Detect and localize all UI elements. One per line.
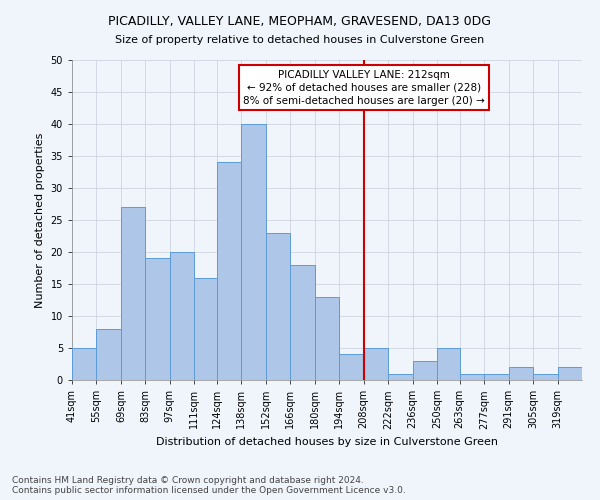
Bar xyxy=(241,124,266,380)
Bar xyxy=(97,329,121,380)
Bar xyxy=(533,374,557,380)
Bar xyxy=(364,348,388,380)
Text: Size of property relative to detached houses in Culverstone Green: Size of property relative to detached ho… xyxy=(115,35,485,45)
Bar xyxy=(484,374,509,380)
Bar xyxy=(266,233,290,380)
Bar xyxy=(339,354,364,380)
Bar xyxy=(217,162,241,380)
Bar xyxy=(437,348,460,380)
Bar xyxy=(194,278,217,380)
X-axis label: Distribution of detached houses by size in Culverstone Green: Distribution of detached houses by size … xyxy=(156,437,498,447)
Bar xyxy=(315,297,339,380)
Bar xyxy=(557,367,582,380)
Bar xyxy=(290,265,315,380)
Y-axis label: Number of detached properties: Number of detached properties xyxy=(35,132,45,308)
Bar xyxy=(170,252,194,380)
Bar xyxy=(145,258,170,380)
Text: PICADILLY VALLEY LANE: 212sqm
← 92% of detached houses are smaller (228)
8% of s: PICADILLY VALLEY LANE: 212sqm ← 92% of d… xyxy=(243,70,485,106)
Bar xyxy=(72,348,97,380)
Bar xyxy=(460,374,484,380)
Bar xyxy=(388,374,413,380)
Text: Contains HM Land Registry data © Crown copyright and database right 2024.
Contai: Contains HM Land Registry data © Crown c… xyxy=(12,476,406,495)
Bar xyxy=(509,367,533,380)
Text: PICADILLY, VALLEY LANE, MEOPHAM, GRAVESEND, DA13 0DG: PICADILLY, VALLEY LANE, MEOPHAM, GRAVESE… xyxy=(109,15,491,28)
Bar xyxy=(121,207,145,380)
Bar xyxy=(413,361,437,380)
